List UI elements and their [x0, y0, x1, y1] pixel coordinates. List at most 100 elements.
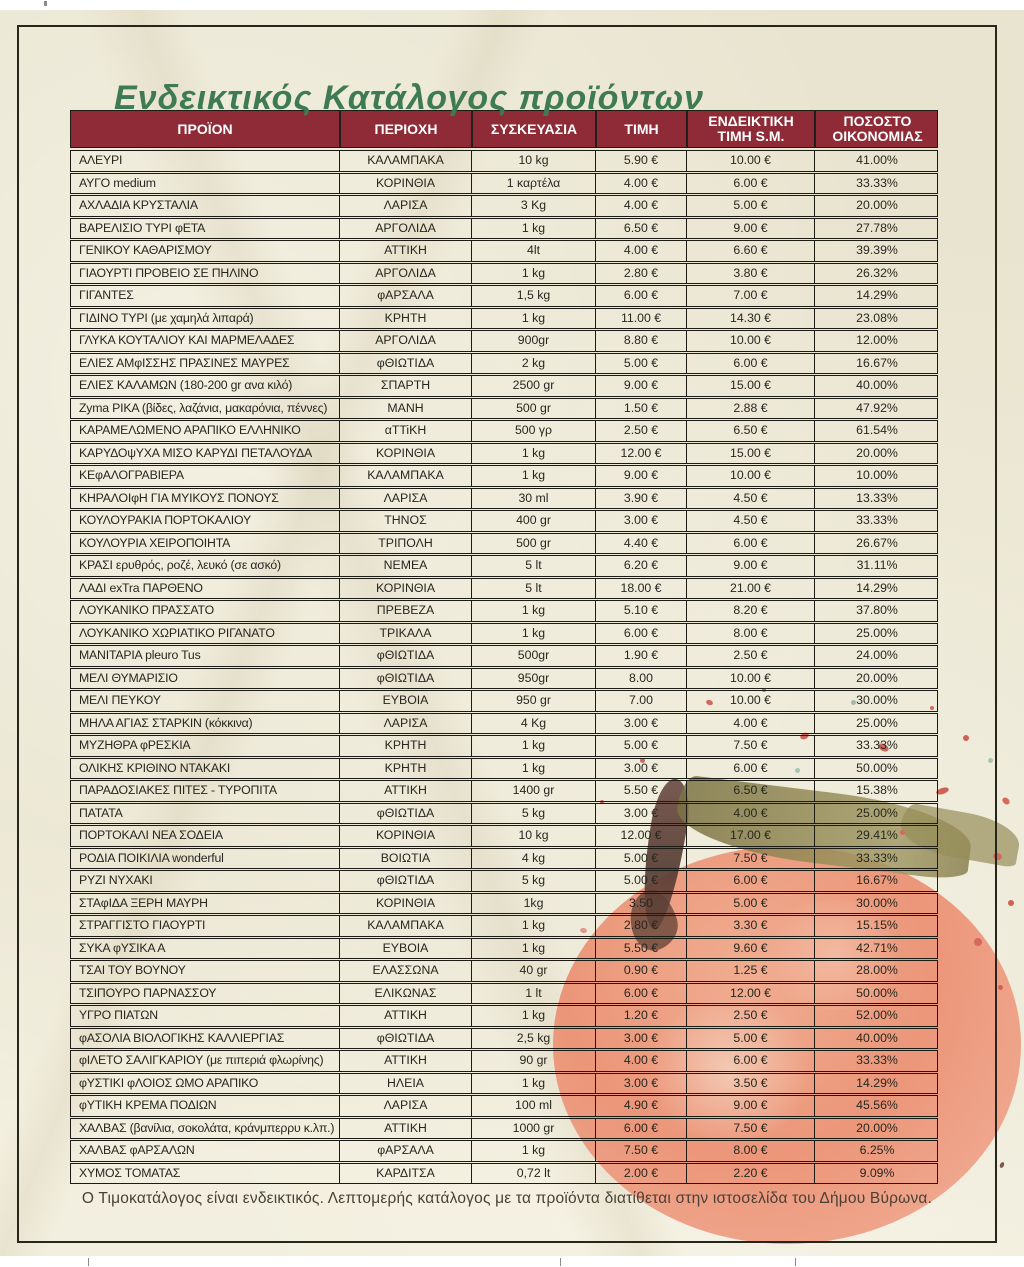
- cell-savings: 31.11%: [814, 556, 939, 576]
- cell-savings: 25.00%: [814, 623, 939, 643]
- cell-price: 4.00 €: [595, 1051, 686, 1071]
- cell-sm-price: 15.00 €: [686, 376, 814, 396]
- cell-price: 1.50 €: [595, 398, 686, 418]
- cell-product: ΠΑΤΑΤΑ: [79, 805, 123, 820]
- cell-product: ΓΙΑΟΥΡΤΙ ΠΡΟΒΕΙΟ ΣΕ ΠΗΛΙΝΟ: [79, 265, 259, 280]
- header-region: ΠΕΡΙΟΧΗ: [339, 111, 471, 147]
- cell-price: 1.20 €: [595, 1006, 686, 1026]
- cell-savings: 26.32%: [814, 263, 939, 283]
- table-row: ΧΑΛΒΑΣ φΑΡΣΑΛΩΝ φΑΡΣΑΛΑ 1 kg 7.50 € 8.00…: [70, 1140, 938, 1162]
- cell-savings: 50.00%: [814, 758, 939, 778]
- cell-sm-price: 4.00 €: [686, 803, 814, 823]
- cell-sm-price: 2.88 €: [686, 398, 814, 418]
- cell-region: ΤΡΙΚΑΛΑ: [339, 623, 471, 643]
- cell-price: 2.80 €: [595, 916, 686, 936]
- cell-sm-price: 10.00 €: [686, 151, 814, 171]
- cell-price: 3.00 €: [595, 1073, 686, 1093]
- cell-sm-price: 6.60 €: [686, 241, 814, 261]
- cell-region: ΑΤΤΙΚΗ: [339, 241, 471, 261]
- cell-package: 10 kg: [471, 826, 595, 846]
- paint-splatter: [851, 700, 856, 705]
- cell-package: 2500 gr: [471, 376, 595, 396]
- cell-price: 18.00 €: [595, 578, 686, 598]
- cell-package: 1400 gr: [471, 781, 595, 801]
- cell-sm-price: 2.50 €: [686, 646, 814, 666]
- cell-region: ΑΡΓΟΛΙΔΑ: [339, 263, 471, 283]
- cell-sm-price: 7.50 €: [686, 848, 814, 868]
- cell-price: 12.00 €: [595, 443, 686, 463]
- cell-package: 4 kg: [471, 848, 595, 868]
- cell-savings: 26.67%: [814, 533, 939, 553]
- cell-sm-price: 9.00 €: [686, 218, 814, 238]
- cell-package: 5 kg: [471, 871, 595, 891]
- cell-price: 3.00 €: [595, 758, 686, 778]
- table-row: ΚΟΥΛΟΥΡΑΚΙΑ ΠΟΡΤΟΚΑΛΙΟΥ ΤΗΝΟΣ 400 gr 3.0…: [70, 510, 938, 532]
- cell-product: ΛΑΔΙ exTra ΠΑΡΘΕΝΟ: [79, 580, 203, 595]
- cell-price: 9.00 €: [595, 376, 686, 396]
- table-row: ΑΛΕΥΡΙ ΚΑΛΑΜΠΑΚΑ 10 kg 5.90 € 10.00 € 41…: [70, 150, 938, 172]
- table-row: φΑΣΟΛΙΑ ΒΙΟΛΟΓΙΚΗΣ ΚΑΛΛΙΕΡΓΙΑΣ φΘΙΩΤΙΔΑ …: [70, 1027, 939, 1049]
- cell-sm-price: 2.50 €: [686, 1006, 814, 1026]
- table-row: φΥΣΤΙΚΙ φΛΟΙΟΣ ΩΜΟ ΑΡΑΠΙΚΟ ΗΛΕΙΑ 1 kg 3.…: [70, 1072, 939, 1094]
- cell-price: 1.90 €: [595, 646, 686, 666]
- cell-savings: 28.00%: [814, 961, 939, 981]
- cell-savings: 6.25%: [814, 1141, 939, 1161]
- cell-region: φΘΙΩΤΙΔΑ: [339, 668, 471, 688]
- header-savings: ΠΟΣΟΣΤΟ ΟΙΚΟΝΟΜΙΑΣ: [814, 111, 939, 147]
- cell-region: ΚΡΗΤΗ: [339, 736, 471, 756]
- table-row: ΛΟΥΚΑΝΙΚΟ ΧΩΡΙΑΤΙΚΟ ΡΙΓΑΝΑΤΟ ΤΡΙΚΑΛΑ 1 k…: [70, 622, 939, 644]
- cell-region: φΑΡΣΑΛΑ: [339, 1141, 471, 1161]
- table-row: ΡΟΔΙΑ ΠΟΙΚΙΛΙΑ wonderful ΒΟΙΩΤΙΑ 4 kg 5.…: [70, 847, 938, 869]
- cell-product: ΛΟΥΚΑΝΙΚΟ ΠΡΑΣΣΑΤΟ: [79, 603, 214, 618]
- cell-price: 5.00 €: [595, 353, 686, 373]
- cell-price: 2.50 €: [595, 421, 686, 441]
- cell-region: φΘΙΩΤΙΔΑ: [339, 871, 471, 891]
- cell-sm-price: 5.00 €: [686, 196, 814, 216]
- table-row: ΓΙΔΙΝΟ ΤΥΡΙ (με χαμηλά λιπαρά) ΚΡΗΤΗ 1 k…: [70, 307, 938, 329]
- cell-sm-price: 4.50 €: [686, 511, 814, 531]
- cell-sm-price: 15.00 €: [686, 443, 814, 463]
- cell-package: 500gr: [471, 646, 595, 666]
- cell-savings: 47.92%: [814, 398, 939, 418]
- cell-product: φΑΣΟΛΙΑ ΒΙΟΛΟΓΙΚΗΣ ΚΑΛΛΙΕΡΓΙΑΣ: [79, 1030, 285, 1045]
- cell-region: ΑΤΤΙΚΗ: [339, 1118, 471, 1138]
- cell-package: 1 kg: [471, 1006, 595, 1026]
- cell-package: 1 kg: [471, 758, 595, 778]
- table-row: ΡΥΖΙ ΝΥΧΑΚΙ φΘΙΩΤΙΔΑ 5 kg 5.00 € 6.00 € …: [70, 870, 938, 892]
- cell-region: ΤΡΙΠΟΛΗ: [339, 533, 471, 553]
- cell-sm-price: 10.00 €: [686, 466, 814, 486]
- cell-package: 5 kg: [471, 803, 595, 823]
- cell-sm-price: 21.00 €: [686, 578, 814, 598]
- apple-highlight: [760, 900, 910, 1010]
- cell-sm-price: 6.00 €: [686, 871, 814, 891]
- cell-savings: 20.00%: [814, 668, 939, 688]
- cell-package: 1 kg: [471, 938, 595, 958]
- cell-price: 5.10 €: [595, 601, 686, 621]
- cell-sm-price: 12.00 €: [686, 983, 814, 1003]
- cell-sm-price: 2.20 €: [686, 1163, 814, 1183]
- table-row: ΠΟΡΤΟΚΑΛΙ ΝΕΑ ΣΟΔΕΙΑ ΚΟΡΙΝΘΙΑ 10 kg 12.0…: [70, 825, 938, 847]
- table-row: ΑΧΛΑΔΙΑ ΚΡΥΣΤΑΛΙΑ ΛΑΡΙΣΑ 3 Kg 4.00 € 5.0…: [70, 195, 938, 217]
- cell-product: ΟΛΙΚΗΣ ΚΡΙΘΙΝΟ ΝΤΑΚΑΚΙ: [79, 760, 231, 775]
- cell-product: ΧΥΜΟΣ ΤΟΜΑΤΑΣ: [79, 1165, 181, 1180]
- cell-product: ΜΕΛΙ ΘΥΜΑΡΙΣΙΟ: [79, 670, 178, 685]
- table-row: ΣΤΑφΙΔΑ ΞΕΡΗ ΜΑΥΡΗ ΚΟΡΙΝΘΙΑ 1kg 3.50 5.0…: [70, 892, 938, 914]
- cell-sm-price: 9.00 €: [686, 1096, 814, 1116]
- cell-sm-price: 5.00 €: [686, 1028, 814, 1048]
- cell-product: φΙΛΕΤΟ ΣΑΛΙΓΚΑΡΙΟΥ (με πιπεριά φλωρίνης): [79, 1053, 324, 1068]
- registration-mark: [795, 1258, 796, 1266]
- cell-price: 8.00: [595, 668, 686, 688]
- cell-sm-price: 3.80 €: [686, 263, 814, 283]
- footer-note: Ο Τιμοκατάλογος είναι ενδεικτικός. Λεπτο…: [81, 1190, 933, 1207]
- cell-savings: 30.00%: [814, 691, 939, 711]
- cell-package: 500 gr: [471, 533, 595, 553]
- cell-sm-price: 8.20 €: [686, 601, 814, 621]
- cell-region: αTTiKH: [339, 421, 471, 441]
- table-row: ΤΣΑΙ ΤΟΥ ΒΟΥΝΟΥ ΕΛΑΣΣΩΝΑ 40 gr 0.90 € 1.…: [70, 960, 938, 982]
- table-row: ΜΕΛΙ ΘΥΜΑΡΙΣΙΟ φΘΙΩΤΙΔΑ 950gr 8.00 10.00…: [70, 667, 939, 689]
- cell-savings: 42.71%: [814, 938, 939, 958]
- cell-savings: 40.00%: [814, 1028, 939, 1048]
- paint-splatter: [988, 758, 993, 763]
- cell-savings: 14.29%: [814, 1073, 939, 1093]
